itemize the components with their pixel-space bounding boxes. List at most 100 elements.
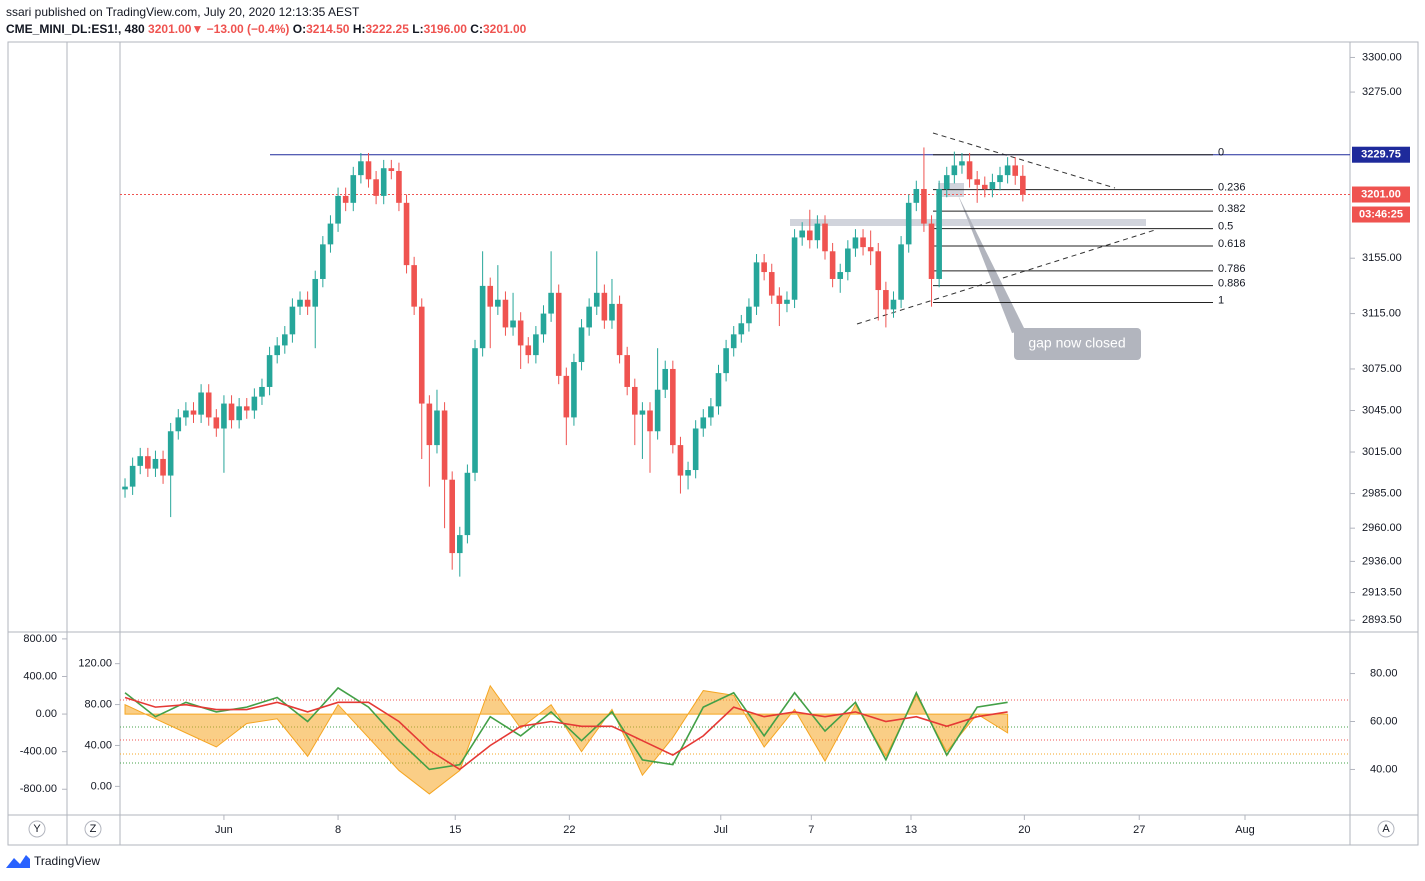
o-label: O:	[292, 22, 307, 36]
candle-body	[624, 355, 630, 387]
candle-body	[358, 161, 364, 176]
axis-button[interactable]	[28, 820, 46, 838]
candle-body	[213, 417, 220, 429]
y3-tick-label: 80.00	[84, 698, 112, 710]
candle-body	[426, 403, 433, 446]
y-tick-label: 2913.50	[1362, 586, 1402, 598]
fib-label: 1	[1218, 294, 1224, 306]
candle-body	[593, 292, 600, 307]
candle-body	[304, 299, 311, 307]
callout-pointer	[958, 195, 1025, 333]
fib-label: 0.618	[1218, 238, 1246, 250]
candle-body	[190, 410, 197, 415]
candle-body	[145, 456, 151, 469]
axis-button-label[interactable]: Y	[33, 823, 41, 835]
candle-body	[571, 362, 577, 418]
x-tick-label: 8	[335, 824, 341, 836]
candle-body	[510, 320, 516, 328]
candle-body	[715, 373, 722, 407]
y-tick-label: 2893.50	[1362, 614, 1402, 626]
candle-body	[449, 479, 455, 554]
candle-body	[259, 386, 265, 397]
price-badge	[1352, 186, 1410, 203]
candle-body	[768, 272, 775, 296]
line	[124, 686, 1008, 771]
y3-tick-label: 0.00	[91, 780, 112, 792]
candle-body	[1012, 165, 1019, 176]
candle-body	[753, 262, 760, 307]
symbol: CME_MINI_DL:ES1!, 480	[6, 22, 145, 36]
candle-body	[806, 230, 813, 241]
candle-body	[943, 175, 950, 189]
c-label: C:	[470, 22, 483, 36]
candle-body	[981, 184, 988, 189]
x-tick-label: 15	[449, 824, 461, 836]
candle-body	[517, 320, 524, 346]
candle-body	[905, 202, 912, 245]
candle-body	[966, 161, 973, 180]
candle-body	[183, 410, 189, 418]
axis-button[interactable]	[1377, 820, 1395, 838]
candle-body	[479, 285, 486, 349]
x-tick-label: 22	[563, 824, 575, 836]
candle-body	[434, 410, 440, 446]
callout-box	[1014, 328, 1141, 360]
candle-body	[791, 237, 798, 300]
candle-body	[205, 392, 212, 418]
line	[124, 696, 1008, 771]
candle-body	[730, 334, 737, 349]
candle-body	[708, 406, 714, 418]
axis-button[interactable]	[84, 820, 102, 838]
y-tick-label: 2936.00	[1362, 555, 1402, 567]
candle-body	[464, 472, 471, 536]
x-tick-label: Jul	[714, 824, 728, 836]
candle-body	[1004, 165, 1011, 176]
trendline	[856, 229, 1156, 325]
fib-label: 0.5	[1218, 221, 1233, 233]
candle-body	[533, 334, 539, 356]
y-tick-label: 3275.00	[1362, 86, 1402, 98]
o-value: 3214.50	[306, 22, 350, 36]
candle-body	[692, 428, 699, 471]
candle-body	[548, 292, 554, 314]
published-line: ssari published on TradingView.com, July…	[6, 5, 360, 19]
candle-body	[282, 334, 288, 346]
candle-body	[928, 223, 935, 279]
y-tick-label: -800.00	[20, 783, 57, 795]
candle-body	[799, 230, 805, 238]
y-tick-label: 800.00	[23, 633, 57, 645]
price-badge	[1352, 146, 1410, 163]
candle-body	[829, 251, 836, 279]
candle-body	[441, 410, 448, 480]
candle-body	[890, 299, 897, 310]
candle-body	[776, 295, 783, 304]
candle-body	[898, 244, 904, 300]
candle-body	[875, 251, 882, 291]
candle-body	[487, 285, 494, 307]
candle-body	[152, 458, 159, 469]
x-tick-label: 27	[1133, 824, 1145, 836]
y2-tick-label: 60.00	[1370, 715, 1398, 727]
candle-body	[639, 410, 646, 415]
h-value: 3222.25	[365, 22, 409, 36]
annotation: gap now closed	[1028, 335, 1125, 351]
candle-body	[631, 386, 638, 415]
fib-label: 0.886	[1218, 278, 1246, 290]
y-tick-label: 2985.00	[1362, 487, 1402, 499]
candle-body	[122, 486, 128, 490]
axis-button-label[interactable]: Z	[90, 823, 97, 835]
axis-button-label[interactable]: A	[1382, 823, 1390, 835]
y3-tick-label: 40.00	[84, 739, 112, 751]
candle-body	[129, 465, 136, 487]
candle-body	[297, 299, 303, 307]
candle-body	[289, 306, 296, 335]
candle-body	[1020, 175, 1026, 195]
candle-body	[814, 223, 821, 241]
candle-body	[472, 348, 478, 473]
candle-body	[662, 368, 669, 390]
countdown-badge	[1352, 206, 1410, 223]
y3-tick-label: 120.00	[78, 658, 112, 670]
candle-body	[959, 161, 965, 166]
candle-body	[852, 237, 859, 249]
candle-body	[236, 406, 242, 421]
